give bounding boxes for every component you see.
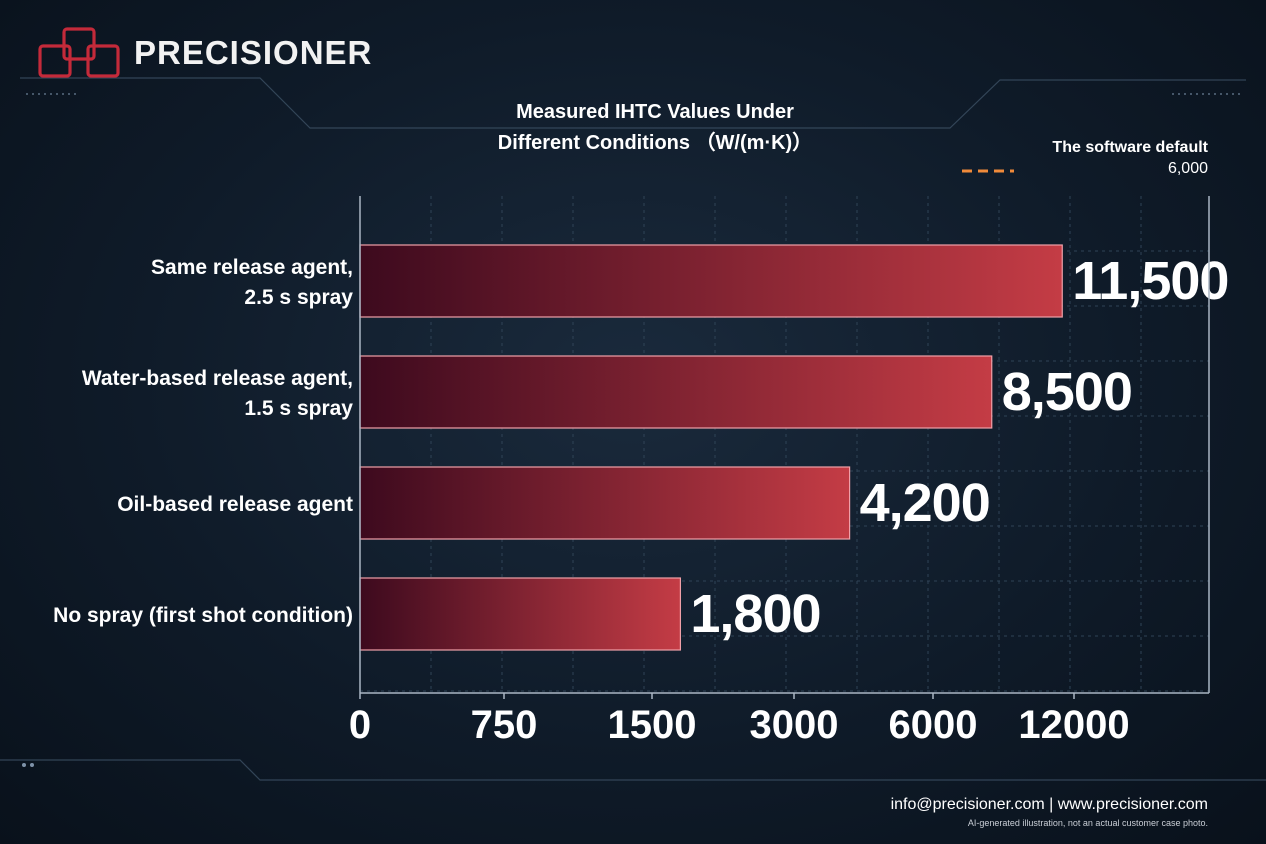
footer-disclaimer: AI-generated illustration, not an actual… <box>967 818 1208 828</box>
brand-name: PRECISIONER <box>134 34 373 71</box>
footer: info@precisioner.com | www.precisioner.c… <box>891 795 1208 828</box>
bar-value-label: 11,500 <box>1072 251 1228 311</box>
category-label: Same release agent, <box>151 256 353 279</box>
bar <box>359 466 851 540</box>
x-tick-label: 6000 <box>889 703 978 747</box>
category-label: Oil-based release agent <box>117 493 353 516</box>
chart-title-line-1: Measured IHTC Values Under <box>516 101 794 123</box>
x-tick-label: 0 <box>349 703 371 747</box>
category-label: No spray (first shot condition) <box>53 604 353 627</box>
bar-value-label: 1,800 <box>690 584 820 644</box>
reference-legend-value: 6,000 <box>1167 160 1208 177</box>
bar-value-label: 8,500 <box>1002 362 1132 422</box>
category-label: Water-based release agent, <box>82 367 353 390</box>
bar <box>359 577 681 651</box>
footer-contact: info@precisioner.com | www.precisioner.c… <box>890 796 1208 813</box>
category-label: 2.5 s spray <box>244 286 353 309</box>
category-label: 1.5 s spray <box>244 397 353 420</box>
bar <box>359 244 1063 318</box>
brand-logo: PRECISIONER <box>38 26 372 80</box>
chart-title-line-2: Different Conditions （W/(m·K)） <box>497 132 813 154</box>
x-tick-label: 750 <box>471 703 538 747</box>
reference-legend-label: The software default <box>1052 139 1208 156</box>
reference-legend-swatch <box>962 169 1014 173</box>
x-tick-label: 1500 <box>608 703 697 747</box>
precisioner-logo-icon <box>38 27 120 78</box>
x-tick-label: 12000 <box>1018 703 1129 747</box>
reference-legend: The software default 6,000 <box>1052 137 1208 179</box>
bar <box>359 355 993 429</box>
chart-title: Measured IHTC Values Under Different Con… <box>420 97 890 159</box>
x-tick-label: 3000 <box>750 703 839 747</box>
bar-value-label: 4,200 <box>860 473 990 533</box>
